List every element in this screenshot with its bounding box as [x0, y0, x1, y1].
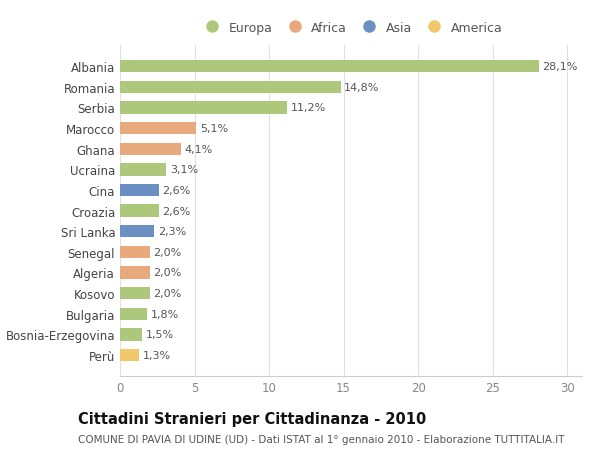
Bar — [120, 61, 539, 73]
Text: 4,1%: 4,1% — [185, 145, 213, 154]
Text: 2,0%: 2,0% — [154, 268, 182, 278]
Bar — [120, 329, 142, 341]
Bar — [120, 185, 159, 197]
Text: 11,2%: 11,2% — [290, 103, 326, 113]
Text: 1,8%: 1,8% — [151, 309, 179, 319]
Text: 14,8%: 14,8% — [344, 83, 380, 93]
Text: 5,1%: 5,1% — [200, 124, 228, 134]
Bar — [120, 205, 159, 217]
Bar — [120, 102, 287, 114]
Bar — [120, 287, 150, 300]
Text: 1,3%: 1,3% — [143, 350, 171, 360]
Text: 3,1%: 3,1% — [170, 165, 198, 175]
Bar — [120, 246, 150, 258]
Bar — [120, 143, 181, 156]
Text: Cittadini Stranieri per Cittadinanza - 2010: Cittadini Stranieri per Cittadinanza - 2… — [78, 411, 426, 426]
Text: 1,5%: 1,5% — [146, 330, 174, 340]
Text: 2,6%: 2,6% — [163, 206, 191, 216]
Bar — [120, 164, 166, 176]
Bar — [120, 82, 341, 94]
Bar — [120, 123, 196, 135]
Bar — [120, 267, 150, 279]
Bar — [120, 349, 139, 361]
Text: 2,3%: 2,3% — [158, 227, 186, 237]
Text: 28,1%: 28,1% — [542, 62, 578, 72]
Text: COMUNE DI PAVIA DI UDINE (UD) - Dati ISTAT al 1° gennaio 2010 - Elaborazione TUT: COMUNE DI PAVIA DI UDINE (UD) - Dati IST… — [78, 434, 565, 444]
Bar — [120, 308, 147, 320]
Bar — [120, 225, 154, 238]
Legend: Europa, Africa, Asia, America: Europa, Africa, Asia, America — [197, 19, 505, 37]
Text: 2,6%: 2,6% — [163, 185, 191, 196]
Text: 2,0%: 2,0% — [154, 247, 182, 257]
Text: 2,0%: 2,0% — [154, 288, 182, 298]
